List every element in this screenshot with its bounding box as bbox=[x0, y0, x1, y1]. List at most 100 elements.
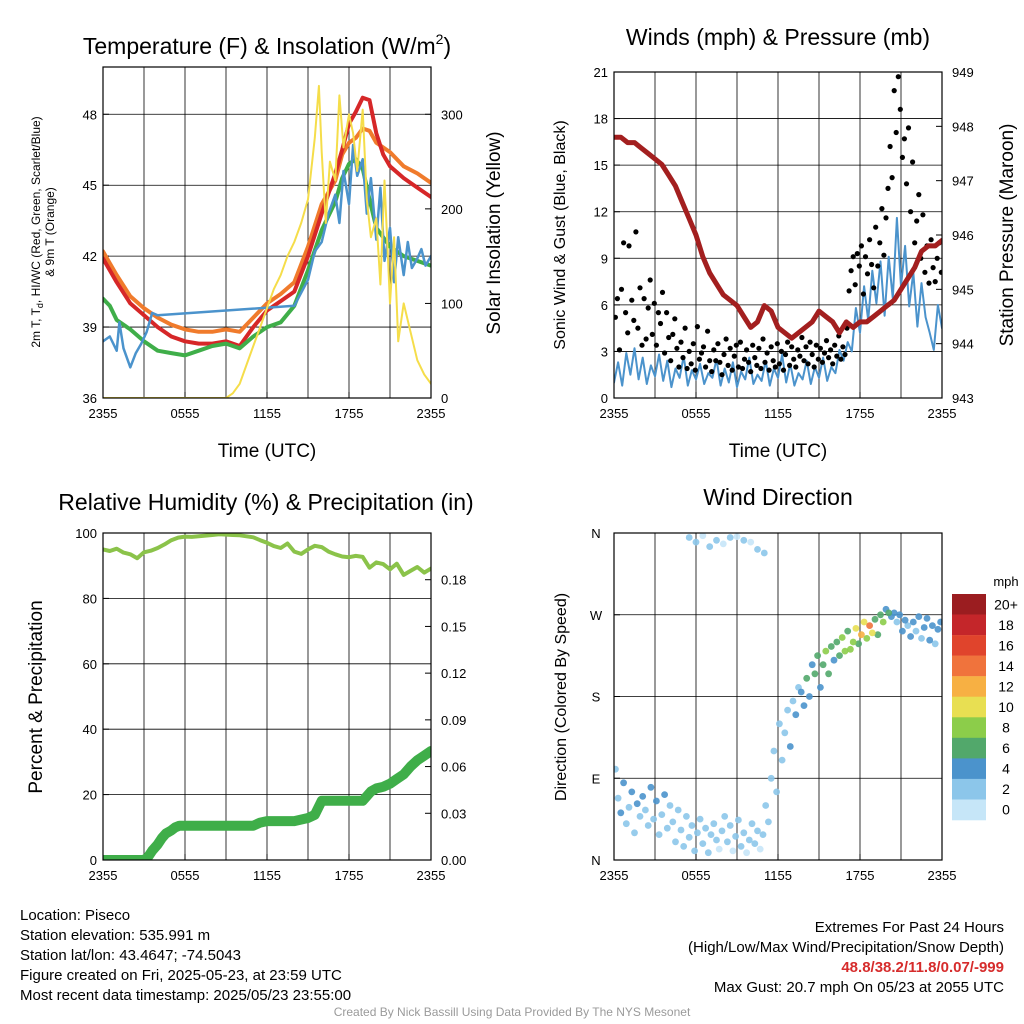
direction-point bbox=[827, 643, 835, 650]
y-tick-label: 45 bbox=[83, 178, 97, 193]
gust-point bbox=[871, 285, 877, 291]
direction-point bbox=[858, 631, 865, 639]
direction-point bbox=[724, 838, 731, 846]
legend-label: 18 bbox=[998, 617, 1014, 633]
legend-swatch bbox=[952, 676, 986, 697]
direction-point bbox=[707, 831, 715, 838]
gust-point bbox=[635, 325, 641, 331]
direction-point bbox=[650, 815, 657, 823]
extremes-values: 48.8/38.2/11.8/0.07/-999 bbox=[841, 959, 1004, 976]
gust-point bbox=[750, 342, 756, 348]
gust-point bbox=[782, 351, 789, 358]
y-tick-label: 80 bbox=[83, 591, 97, 606]
gust-point bbox=[727, 345, 733, 351]
gust-point bbox=[854, 251, 860, 257]
gust-point bbox=[713, 358, 719, 364]
direction-point bbox=[631, 829, 638, 837]
legend-swatch bbox=[952, 696, 986, 718]
wind-direction-chart-title: Wind Direction bbox=[703, 484, 853, 510]
x-tick-label: 2355 bbox=[89, 868, 118, 883]
gust-point bbox=[618, 286, 625, 292]
direction-point bbox=[934, 625, 942, 633]
legend-label: 16 bbox=[998, 637, 1014, 653]
direction-point bbox=[751, 840, 759, 847]
direction-point bbox=[754, 546, 761, 553]
gust-point bbox=[760, 336, 766, 342]
direction-point bbox=[726, 534, 734, 541]
clipped-series bbox=[103, 533, 431, 860]
direction-point bbox=[817, 684, 824, 691]
gust-point bbox=[715, 341, 721, 347]
gust-point bbox=[614, 314, 618, 320]
gust-point bbox=[780, 367, 787, 373]
gust-point bbox=[848, 268, 854, 274]
legend-swatch bbox=[952, 758, 986, 780]
legend-label: 0 bbox=[1002, 802, 1010, 818]
latlon-text: Station lat/lon: 43.4647; -74.5043 bbox=[20, 947, 242, 964]
gust-point bbox=[651, 300, 657, 306]
gust-point bbox=[885, 185, 891, 191]
plot-border bbox=[102, 532, 432, 861]
direction-point bbox=[636, 813, 644, 820]
gust-point bbox=[901, 136, 908, 142]
created-text: Figure created on Fri, 2025-05-23, at 23… bbox=[20, 967, 342, 984]
recent-text: Most recent data timestamp: 2025/05/23 2… bbox=[20, 987, 352, 1004]
y2-tick-label: 945 bbox=[952, 282, 974, 297]
location-text: Location: Piseco bbox=[20, 907, 131, 924]
direction-point bbox=[704, 849, 712, 857]
gust-point bbox=[725, 362, 731, 368]
direction-point bbox=[719, 540, 727, 548]
gust-point bbox=[700, 344, 707, 350]
winds-chart-title: Winds (mph) & Pressure (mb) bbox=[626, 24, 930, 50]
gust-point bbox=[815, 356, 821, 362]
direction-point bbox=[797, 688, 805, 696]
y-tick-label: 18 bbox=[594, 112, 608, 127]
gust-point bbox=[614, 296, 621, 302]
gust-point bbox=[908, 209, 914, 215]
gust-point bbox=[621, 240, 627, 246]
direction-point bbox=[732, 833, 739, 840]
y-tick-label: 36 bbox=[83, 391, 97, 406]
y-tick-label: 3 bbox=[601, 344, 608, 359]
gust-point bbox=[616, 347, 623, 353]
direction-point bbox=[931, 640, 939, 648]
y-label-line1-tail: , HI/WC (Red, Green, Scarlet/Blue) bbox=[29, 116, 43, 303]
gust-point bbox=[680, 355, 686, 361]
gust-point bbox=[690, 341, 696, 347]
direction-point bbox=[776, 720, 783, 728]
direction-point bbox=[849, 638, 857, 646]
gust-point bbox=[639, 342, 645, 348]
x-tick-label: 1155 bbox=[764, 868, 792, 883]
gust-point bbox=[626, 243, 632, 249]
gust-point bbox=[711, 347, 717, 353]
gust-point bbox=[932, 279, 938, 285]
gust-point bbox=[719, 372, 725, 378]
gust-point bbox=[905, 125, 912, 131]
gust-point bbox=[709, 369, 715, 375]
gust-point bbox=[787, 362, 793, 368]
direction-point bbox=[915, 613, 923, 620]
gust-point bbox=[785, 339, 791, 345]
y2-tick-label: 300 bbox=[441, 107, 463, 122]
gust-point bbox=[731, 353, 737, 359]
x-tick-label: 0555 bbox=[171, 868, 200, 883]
direction-point bbox=[770, 747, 778, 755]
series-precipitation bbox=[103, 746, 431, 860]
direction-point bbox=[877, 611, 884, 619]
legend-swatch bbox=[952, 635, 986, 656]
y2-tick-label: 0.00 bbox=[441, 853, 466, 868]
gust-point bbox=[805, 361, 811, 367]
gust-point bbox=[856, 263, 862, 269]
gust-point bbox=[633, 229, 639, 235]
direction-point bbox=[647, 783, 655, 791]
gust-point bbox=[891, 88, 897, 94]
gust-point bbox=[916, 192, 922, 198]
gust-point bbox=[717, 359, 723, 365]
direction-point bbox=[855, 640, 862, 648]
gust-point bbox=[821, 350, 828, 356]
gust-point bbox=[698, 350, 705, 356]
gust-point bbox=[842, 351, 848, 358]
direction-point bbox=[699, 840, 707, 847]
y-tick-label: N bbox=[591, 526, 600, 541]
direction-point bbox=[713, 536, 720, 544]
